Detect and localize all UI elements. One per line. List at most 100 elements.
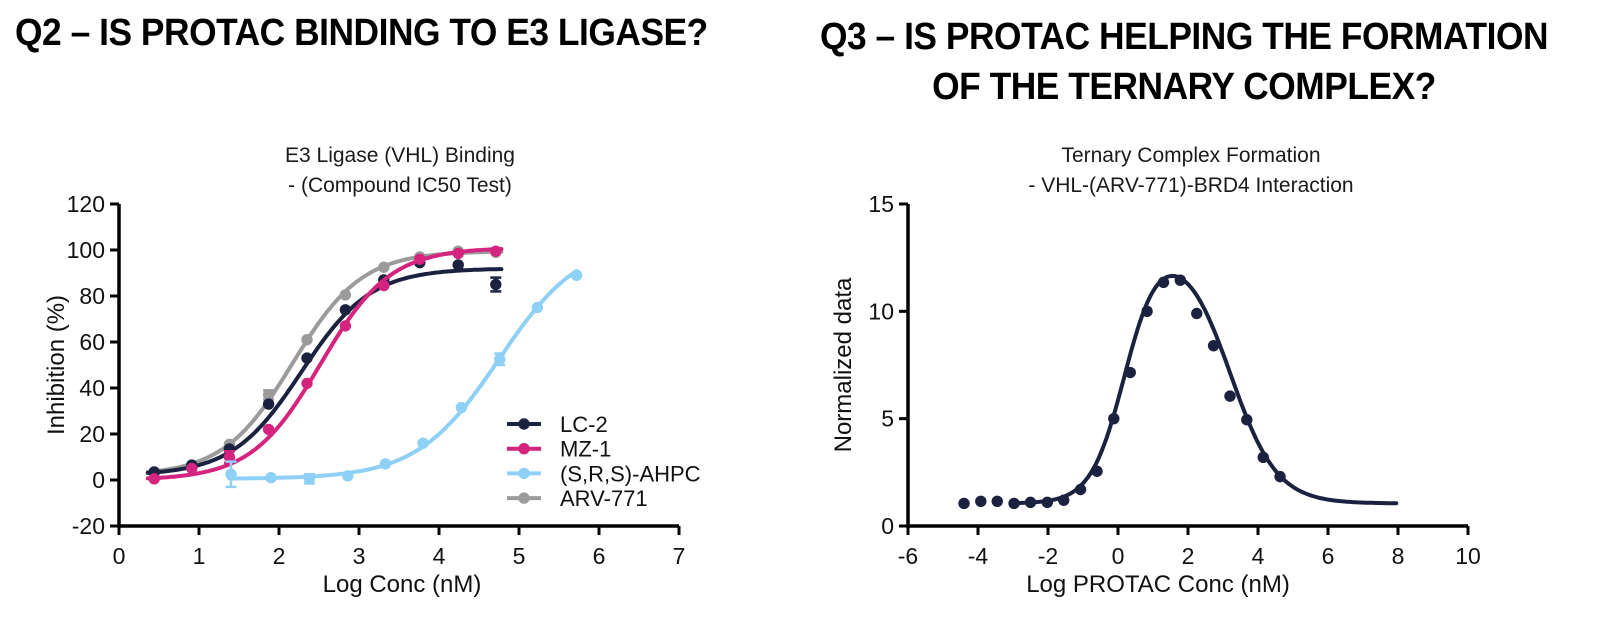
y-tick-label: -20 xyxy=(72,513,105,539)
x-tick-label: 10 xyxy=(1455,543,1481,569)
data-point xyxy=(1124,366,1136,379)
data-point xyxy=(1141,305,1153,318)
y-tick-label: 0 xyxy=(881,513,894,539)
data-point xyxy=(148,473,160,485)
data-point xyxy=(958,497,970,510)
y-tick-label: 10 xyxy=(868,298,894,324)
x-tick-label: 1 xyxy=(193,543,206,569)
fit-curve xyxy=(227,268,579,481)
data-point xyxy=(570,269,583,281)
legend-marker xyxy=(518,443,530,455)
data-point xyxy=(223,451,236,463)
fit-curve xyxy=(145,267,504,475)
x-tick-label: 8 xyxy=(1392,543,1405,569)
data-point xyxy=(1241,414,1253,426)
series-(S,R,S)-AHPC xyxy=(225,268,583,489)
data-point xyxy=(991,495,1003,508)
x-tick-label: -2 xyxy=(1038,543,1058,569)
series-MZ-1 xyxy=(145,245,504,485)
data-point xyxy=(975,495,987,508)
x-tick-label: 6 xyxy=(593,543,606,569)
data-point xyxy=(262,398,275,410)
x-tick-label: 2 xyxy=(1182,543,1195,569)
data-point xyxy=(342,470,354,482)
data-point xyxy=(378,279,390,292)
y-tick-label: 15 xyxy=(868,191,894,217)
data-point xyxy=(1008,497,1020,510)
legend-label: MZ-1 xyxy=(560,437,611,462)
data-point xyxy=(339,320,352,332)
data-point xyxy=(303,473,316,485)
fit-curve xyxy=(145,249,504,474)
data-point xyxy=(490,245,502,257)
data-point xyxy=(490,278,502,291)
legend-item-MZ-1: MZ-1 xyxy=(507,437,611,462)
question-heading-right: Q3 – IS PROTAC HELPING THE FORMATION OF … xyxy=(798,12,1570,112)
data-point xyxy=(1058,494,1070,506)
ternary-complex-formation-plot: -6 -4 -2 0 2 4 6 8 10 0 5 10 15 Ternary Complex Forma… xyxy=(830,144,1481,598)
x-tick-label: 5 xyxy=(513,543,526,569)
y-tick-label: 5 xyxy=(881,406,894,432)
y-tick-label: 80 xyxy=(79,283,105,309)
data-point xyxy=(339,289,352,301)
y-tick-label: 120 xyxy=(67,191,105,217)
legend-item-(S,R,S)-AHPC: (S,R,S)-AHPC xyxy=(507,461,701,486)
legend-marker xyxy=(518,492,530,504)
data-point xyxy=(452,259,464,271)
chart-title-line2: - (Compound IC50 Test) xyxy=(288,174,512,197)
data-point xyxy=(1091,465,1103,477)
x-tick-label: 4 xyxy=(433,543,446,569)
axes: -6 -4 -2 0 2 4 6 8 10 0 5 10 15 xyxy=(868,191,1480,569)
axes: 0 1 2 3 4 5 6 7 -20 0 20 40 60 80 100 120 xyxy=(67,191,686,569)
legend-marker xyxy=(518,418,530,430)
legend-label: (S,R,S)-AHPC xyxy=(560,461,701,486)
data-point xyxy=(1257,451,1269,464)
data-point xyxy=(379,458,392,470)
data-point xyxy=(455,401,468,414)
x-tick-label: 0 xyxy=(1112,543,1125,569)
data-point xyxy=(225,468,237,480)
question-heading-right-line2: OF THE TERNARY COMPLEX? xyxy=(932,66,1436,108)
data-point xyxy=(1191,307,1203,320)
legend-label: ARV-771 xyxy=(560,486,648,511)
legend-item-ARV-771: ARV-771 xyxy=(507,486,648,511)
data-point xyxy=(1024,496,1037,509)
data-point xyxy=(1157,276,1170,289)
y-tick-label: 60 xyxy=(79,329,105,355)
x-tick-label: -4 xyxy=(968,543,989,569)
y-tick-label: 100 xyxy=(67,237,105,263)
question-heading-left: Q2 – IS PROTAC BINDING TO E3 LIGASE? xyxy=(15,12,708,54)
chart-title-line1: Ternary Complex Formation xyxy=(1061,144,1320,167)
x-tick-label: 6 xyxy=(1322,543,1335,569)
data-point xyxy=(1274,470,1286,483)
legend-item-LC-2: LC-2 xyxy=(507,412,608,437)
chart-title-line1: E3 Ligase (VHL) Binding xyxy=(285,144,515,167)
x-tick-label: 0 xyxy=(113,543,126,569)
y-tick-label: 40 xyxy=(79,375,105,401)
y-axis-title: Inhibition (%) xyxy=(43,295,70,435)
legend-marker xyxy=(518,467,530,480)
data-point xyxy=(417,437,429,449)
question-heading-right-line1: Q3 – IS PROTAC HELPING THE FORMATION xyxy=(819,16,1549,58)
data-point xyxy=(452,247,464,260)
data-point xyxy=(378,261,390,273)
data-point xyxy=(1108,412,1120,425)
y-axis-title: Normalized data xyxy=(830,277,857,452)
data-point xyxy=(301,377,313,390)
data-point xyxy=(262,423,275,436)
x-axis-title: Log PROTAC Conc (nM) xyxy=(1026,571,1290,598)
data-point xyxy=(339,304,352,316)
y-tick-label: 20 xyxy=(79,421,105,447)
data-point xyxy=(1074,483,1087,496)
data-point xyxy=(1041,496,1054,509)
x-tick-label: 4 xyxy=(1252,543,1265,569)
fit-curve xyxy=(1012,273,1399,506)
data-point xyxy=(265,472,277,484)
data-point xyxy=(262,389,275,401)
data-point xyxy=(301,334,313,346)
data-point xyxy=(186,462,198,475)
series-ARV-771 xyxy=(145,245,504,479)
data-point xyxy=(301,352,313,364)
fit-curve xyxy=(145,247,504,481)
